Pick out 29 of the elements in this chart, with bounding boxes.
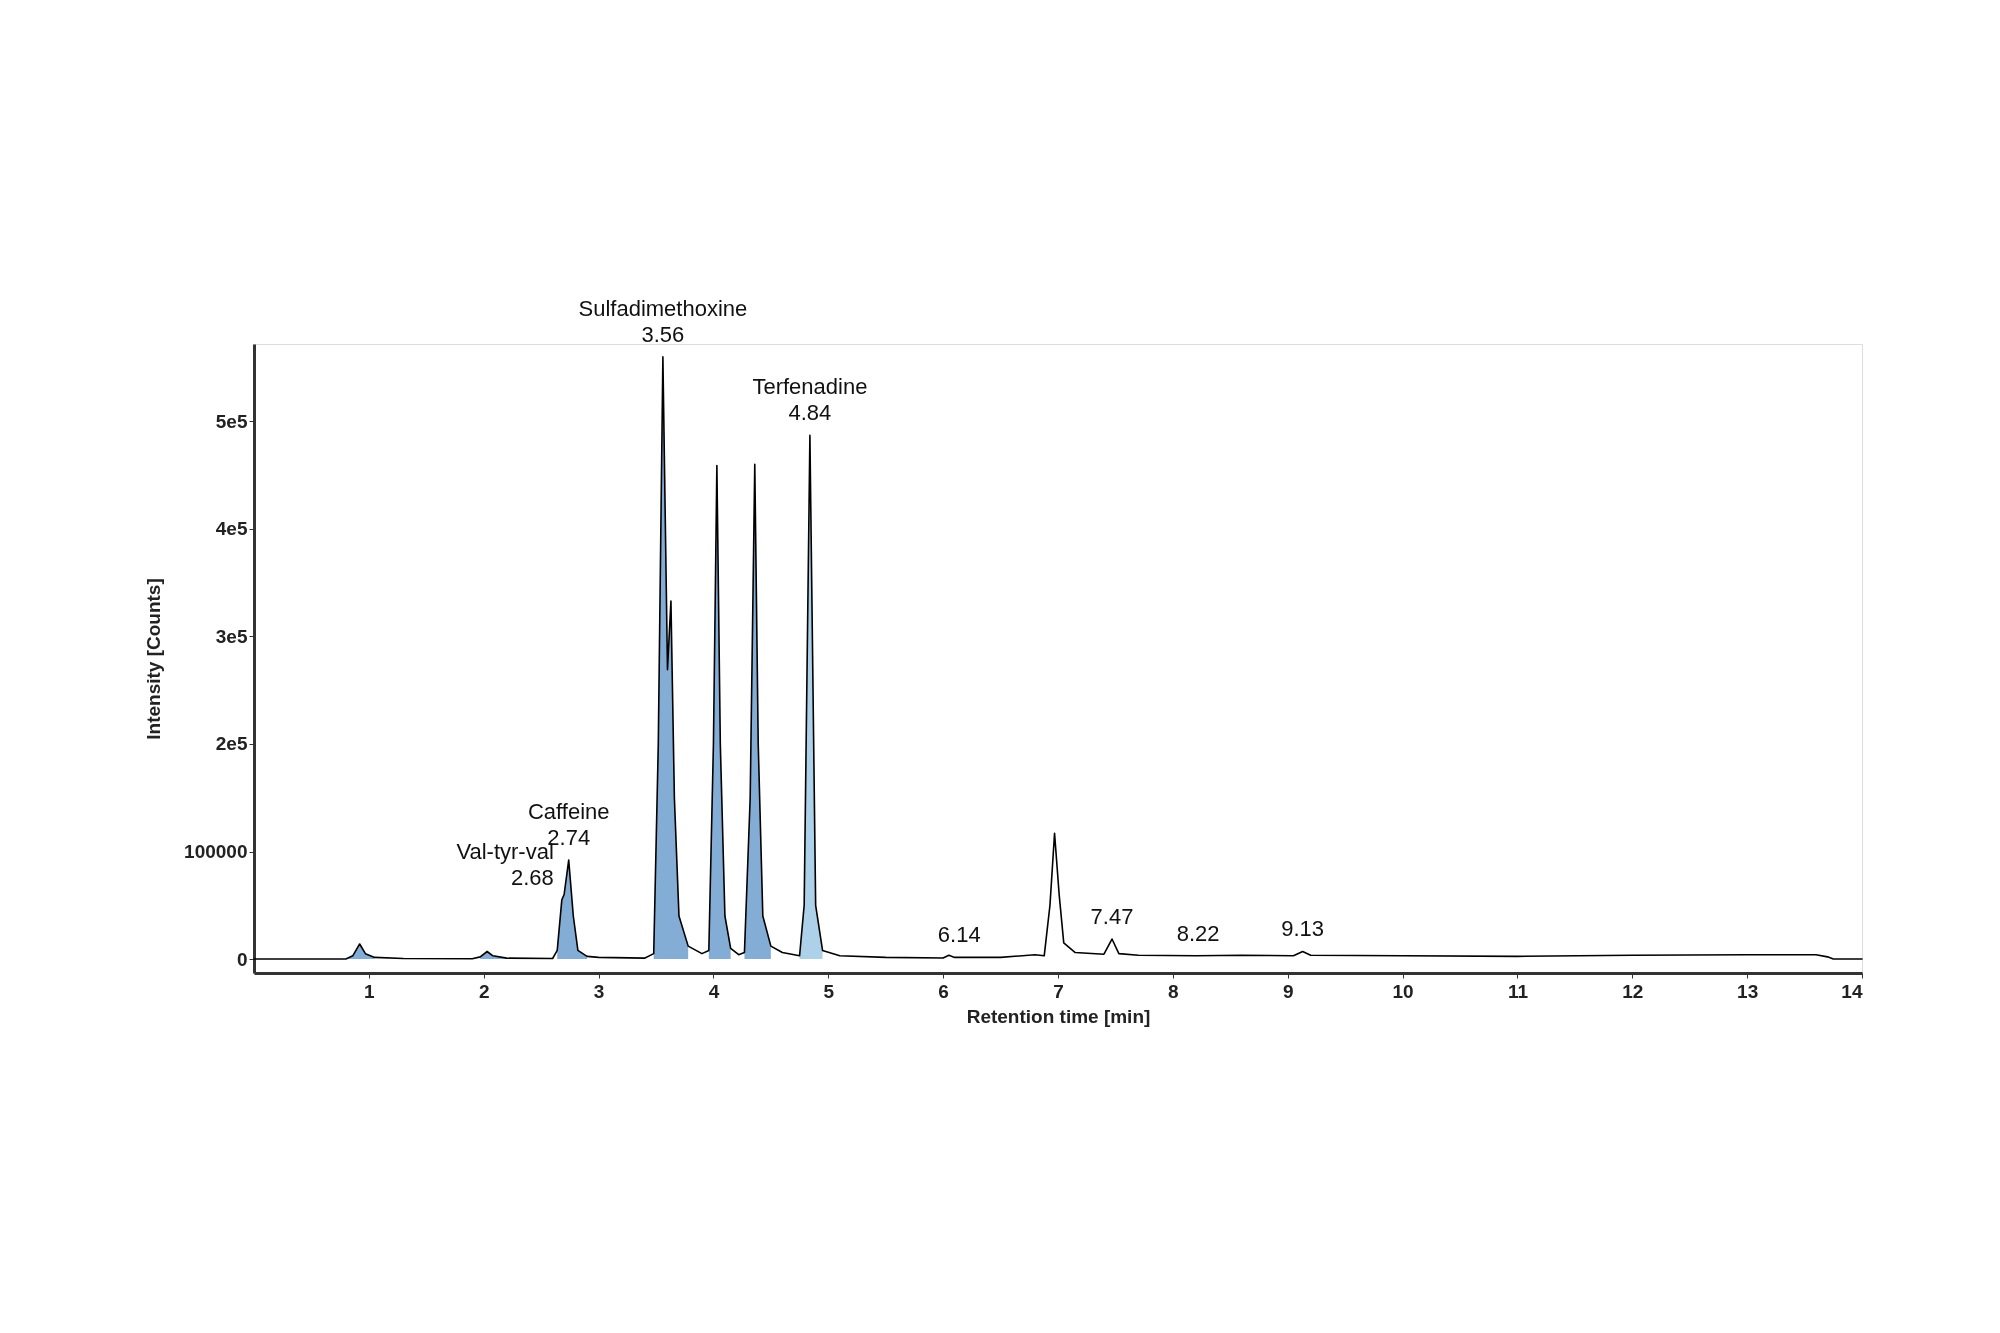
- x-tick-label: 6: [938, 980, 949, 1002]
- y-tick-label: 5e5: [215, 410, 248, 432]
- y-tick-label: 2e5: [215, 733, 248, 755]
- annotation: 9.13: [1281, 916, 1325, 942]
- x-tick-label: 4: [708, 980, 720, 1002]
- x-tick-label: 10: [1392, 980, 1414, 1002]
- x-tick-label: 5: [823, 980, 835, 1002]
- x-tick-label: 13: [1737, 980, 1759, 1002]
- y-tick-label: 3e5: [215, 625, 248, 647]
- x-tick-label: 8: [1168, 980, 1179, 1002]
- x-tick-label: 12: [1622, 980, 1644, 1002]
- x-tick-label: 2: [478, 980, 490, 1002]
- y-tick-label: 0: [236, 948, 248, 970]
- y-tick-label: 4e5: [215, 518, 248, 540]
- x-tick-label: 11: [1507, 980, 1529, 1002]
- annotation: 6.14: [937, 922, 981, 948]
- x-axis-title: Retention time [min]: [966, 1005, 1151, 1027]
- x-tick-label: 14: [1841, 980, 1863, 1002]
- annotation: Sulfadimethoxine 3.56: [578, 295, 748, 347]
- line-series: [253, 356, 1863, 960]
- annotation: 8.22: [1176, 920, 1220, 946]
- x-tick-label: 7: [1053, 980, 1064, 1002]
- x-tick-label: 1: [364, 980, 376, 1002]
- annotation: Terfenadine 4.84: [752, 374, 868, 426]
- y-axis-title: Intensity [Counts]: [143, 578, 165, 740]
- annotation: 7.47: [1090, 904, 1134, 930]
- y-tick-label: 100000: [184, 841, 248, 862]
- x-tick-label: 3: [593, 980, 605, 1002]
- x-tick-label: 9: [1282, 980, 1294, 1002]
